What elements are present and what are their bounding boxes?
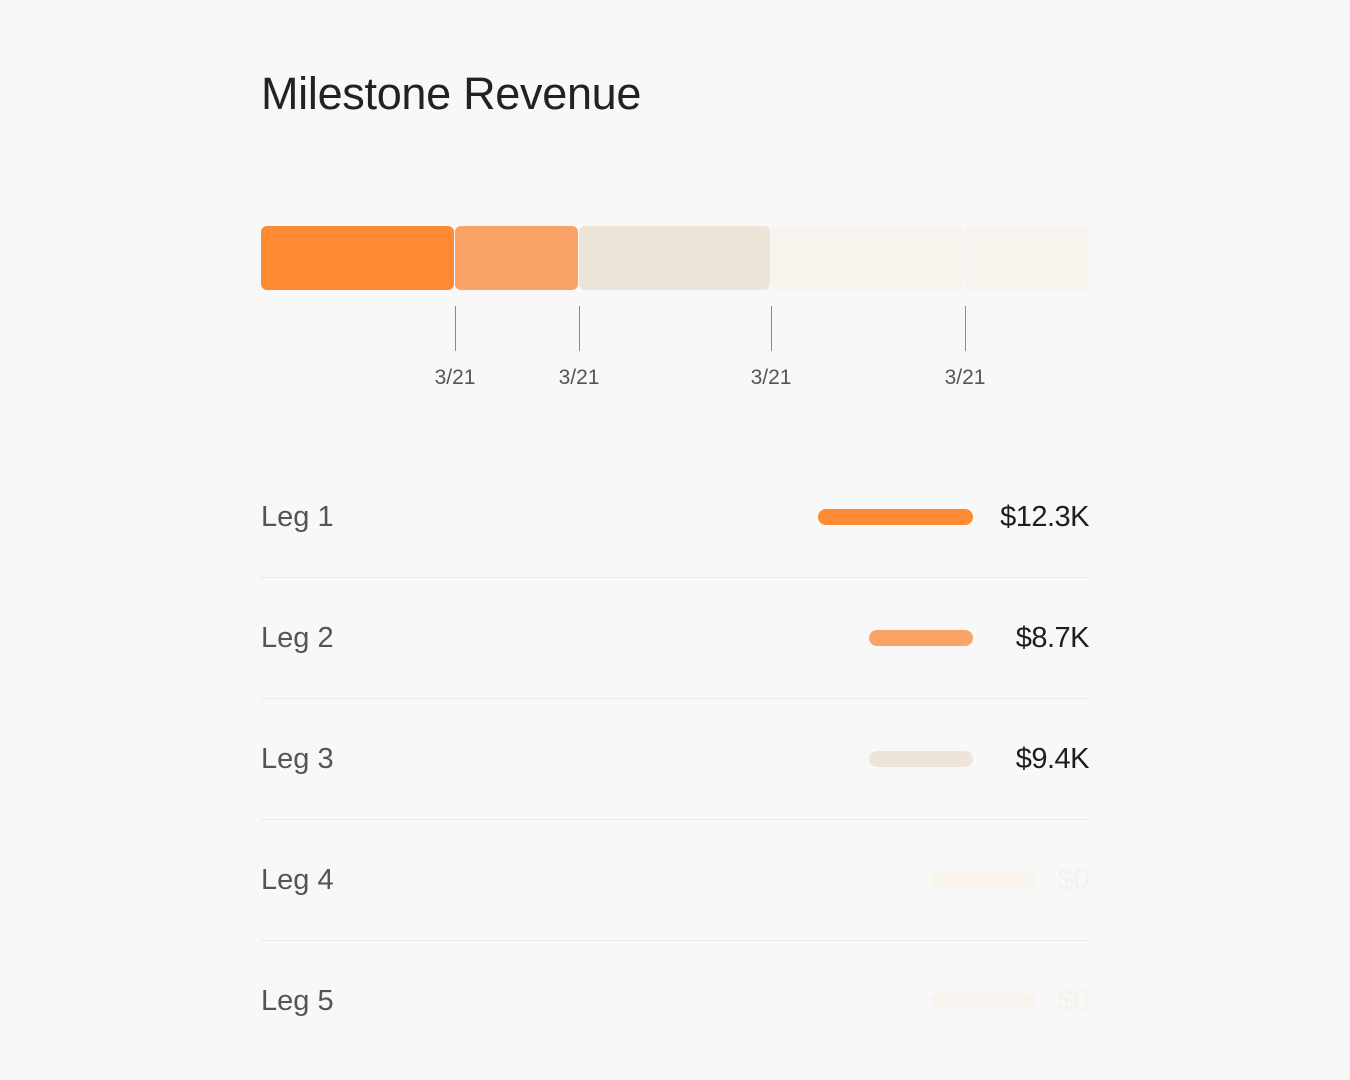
leg-row: Leg 4 $0 [261, 820, 1090, 941]
leg-name: Leg 1 [261, 501, 334, 533]
leg-row: Leg 5 $0 [261, 941, 1090, 1061]
leg-row: Leg 1 $12.3K [261, 457, 1089, 578]
stack-segment-1 [261, 226, 454, 290]
leg-row: Leg 2 $8.7K [261, 578, 1090, 699]
leg-revenue-bar [931, 872, 1035, 888]
leg-revenue-bar [869, 751, 973, 767]
stack-segment-4 [771, 226, 964, 290]
page-title: Milestone Revenue [261, 68, 642, 119]
leg-name: Leg 5 [261, 985, 334, 1017]
leg-amount: $9.4K [1015, 743, 1090, 775]
leg-revenue-bar [818, 509, 973, 525]
leg-amount: $0 [1057, 864, 1090, 896]
tick-mark [454, 306, 456, 351]
leg-amount: $8.7K [1015, 622, 1090, 654]
tick-mark [964, 306, 966, 351]
leg-name: Leg 3 [261, 743, 334, 775]
stack-segment-5 [965, 226, 1089, 290]
leg-amount: $0 [1057, 985, 1090, 1017]
leg-revenue-bar [931, 993, 1035, 1009]
leg-name: Leg 4 [261, 864, 334, 896]
leg-amount: $12.3K [1000, 501, 1089, 533]
milestone-revenue-card: Milestone Revenue 3/21 3/21 3/21 3/21 Leg 1… [261, 0, 1090, 1080]
leg-revenue-bar [869, 630, 973, 646]
tick-label: 3/21 [558, 366, 600, 389]
tick-label: 3/21 [434, 366, 476, 389]
legs-list: Leg 1 $12.3K Leg 2 $8.7K Leg 3 $9.4K Leg 4 $0 Le… [261, 457, 1090, 1061]
milestone-stacked-bar [261, 226, 1089, 290]
stack-segment-3 [579, 226, 770, 290]
tick-label: 3/21 [750, 366, 792, 389]
stack-segment-2 [455, 226, 578, 290]
leg-name: Leg 2 [261, 622, 334, 654]
tick-label: 3/21 [944, 366, 986, 389]
leg-row: Leg 3 $9.4K [261, 699, 1090, 820]
tick-mark [578, 306, 580, 351]
tick-mark [770, 306, 772, 351]
